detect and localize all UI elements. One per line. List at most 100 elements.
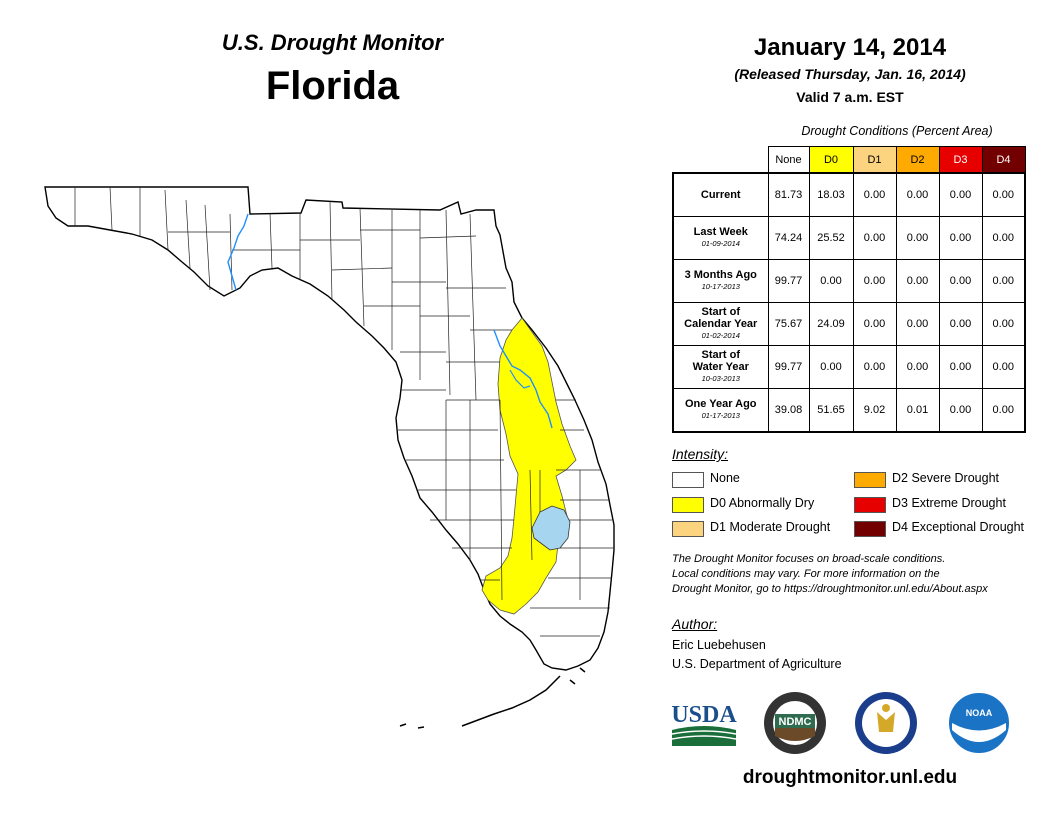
legend-label: D3 Extreme Drought <box>892 496 1006 510</box>
row-label-line: One Year Ago <box>684 398 757 410</box>
table-cell: 51.65 <box>808 388 854 433</box>
legend-swatch <box>854 521 886 537</box>
table-cell: 0.00 <box>895 345 940 389</box>
table-cell: 0.00 <box>938 302 983 346</box>
monitor-subtitle: U.S. Drought Monitor <box>221 30 444 55</box>
row-label: Start of Calendar Year 01-02-2014 <box>672 302 769 346</box>
note-line: Local conditions may vary. For more info… <box>672 568 940 580</box>
st-johns-river-2 <box>509 369 531 389</box>
commerce-seal <box>855 692 917 754</box>
table-cell: 0.00 <box>808 259 854 303</box>
row-date: 01-02-2014 <box>701 331 740 340</box>
table-cell: 0.00 <box>981 302 1026 346</box>
state-title: Florida <box>265 64 400 108</box>
row-label: One Year Ago 01-17-2013 <box>672 388 769 433</box>
author-label: Author: <box>672 616 718 632</box>
row-date: 10-03-2013 <box>701 374 740 383</box>
florida-land <box>44 186 615 671</box>
row-label-line: Calendar Year <box>684 318 758 330</box>
release-date: (Released Thursday, Jan. 16, 2014) <box>734 66 966 82</box>
col-head: None <box>767 146 810 174</box>
table-row: 3 Months Ago 10-17-2013 99.77 0.00 0.00 0.00 0… <box>672 259 1026 303</box>
table-cell: 0.00 <box>938 345 983 389</box>
map-date: January 14, 2014 <box>753 34 947 61</box>
keys-fragments <box>399 667 586 729</box>
legend-label: D1 Moderate Drought <box>710 520 831 534</box>
st-johns-river <box>493 329 553 429</box>
table-cell: 0.00 <box>852 172 897 217</box>
row-label: Start of Water Year 10-03-2013 <box>672 345 769 389</box>
table-row: Start of Calendar Year 01-02-2014 75.67 24.0… <box>672 302 1026 346</box>
valid-time: Valid 7 a.m. EST <box>796 89 904 105</box>
row-label-line: 3 Months Ago <box>684 269 757 281</box>
table-row: Start of Water Year 10-03-2013 99.77 0.00 0.0… <box>672 345 1026 389</box>
table-cell: 0.00 <box>981 172 1026 217</box>
table-cell: 74.24 <box>767 216 810 260</box>
table-cell: 0.00 <box>981 259 1026 303</box>
legend-label: D2 Severe Drought <box>892 471 1000 485</box>
table-cell: 39.08 <box>767 388 810 433</box>
table-row: One Year Ago 01-17-2013 39.08 51.65 9.02 0.01… <box>672 388 1026 433</box>
row-label: Current <box>672 172 769 217</box>
table-cell: 0.00 <box>852 302 897 346</box>
row-date: 01-09-2014 <box>701 239 740 248</box>
row-label-line: Current <box>700 189 741 201</box>
intensity-label: Intensity: <box>672 446 729 462</box>
header-blank <box>673 146 768 173</box>
table-cell: 0.00 <box>895 172 940 217</box>
table-cell: 18.03 <box>808 172 854 217</box>
col-head: D2 <box>895 146 940 174</box>
col-head: D4 <box>981 146 1026 174</box>
ndmc-logo-text: NDMC <box>779 716 812 728</box>
table-cell: 0.00 <box>852 259 897 303</box>
note-line: Drought Monitor, go to https://droughtmo… <box>672 583 988 595</box>
table-cell: 0.00 <box>938 216 983 260</box>
table-cell: 9.02 <box>852 388 897 433</box>
author-name: Eric Luebehusen <box>672 638 766 652</box>
ndmc-logo: NDMC <box>764 692 826 754</box>
legend-label: D4 Exceptional Drought <box>892 520 1025 534</box>
website-link[interactable]: droughtmonitor.unl.edu <box>742 767 958 788</box>
author-org: U.S. Department of Agriculture <box>672 657 842 671</box>
apalachicola-river <box>227 213 249 291</box>
table-cell: 0.01 <box>895 388 940 433</box>
usda-logo: USDA <box>671 702 737 746</box>
row-label-line: Start of <box>701 306 741 318</box>
legend-swatch <box>854 472 886 488</box>
table-row: Last Week 01-09-2014 74.24 25.52 0.00 0.00 0.0… <box>672 216 1026 260</box>
row-label: 3 Months Ago 10-17-2013 <box>672 259 769 303</box>
table-cell: 0.00 <box>981 216 1026 260</box>
col-head: D3 <box>938 146 983 174</box>
table-header-row: None D0 D1 D2 D3 D4 <box>673 146 1026 174</box>
florida-keys <box>461 675 561 727</box>
table-cell: 0.00 <box>938 172 983 217</box>
lake-okeechobee <box>531 505 571 551</box>
florida-map <box>44 186 615 729</box>
legend-swatch <box>854 497 886 513</box>
table-cell: 75.67 <box>767 302 810 346</box>
col-head: D1 <box>852 146 897 174</box>
table-body: Current 81.73 18.03 0.00 0.00 0.00 0.00 Last We… <box>672 172 1026 433</box>
table-cell: 99.77 <box>767 259 810 303</box>
table-cell: 0.00 <box>895 302 940 346</box>
table-cell: 0.00 <box>852 345 897 389</box>
col-head: D0 <box>808 146 854 174</box>
table-row: Current 81.73 18.03 0.00 0.00 0.00 0.00 <box>672 172 1026 217</box>
table-cell: 0.00 <box>895 259 940 303</box>
table-cell: 0.00 <box>895 216 940 260</box>
legend-swatch <box>672 521 704 537</box>
row-label-line: Last Week <box>693 226 748 238</box>
table-cell: 25.52 <box>808 216 854 260</box>
note-line: The Drought Monitor focuses on broad-sca… <box>672 553 946 565</box>
table-cell: 0.00 <box>981 388 1026 433</box>
legend-swatch <box>672 472 704 488</box>
table-caption: Drought Conditions (Percent Area) <box>801 124 993 138</box>
legend-label: None <box>710 471 740 485</box>
row-label: Last Week 01-09-2014 <box>672 216 769 260</box>
table-cell: 0.00 <box>852 216 897 260</box>
usda-logo-text: USDA <box>671 702 737 728</box>
table-cell: 81.73 <box>767 172 810 217</box>
table-cell: 0.00 <box>938 388 983 433</box>
table-cell: 99.77 <box>767 345 810 389</box>
legend-label: D0 Abnormally Dry <box>710 496 815 510</box>
